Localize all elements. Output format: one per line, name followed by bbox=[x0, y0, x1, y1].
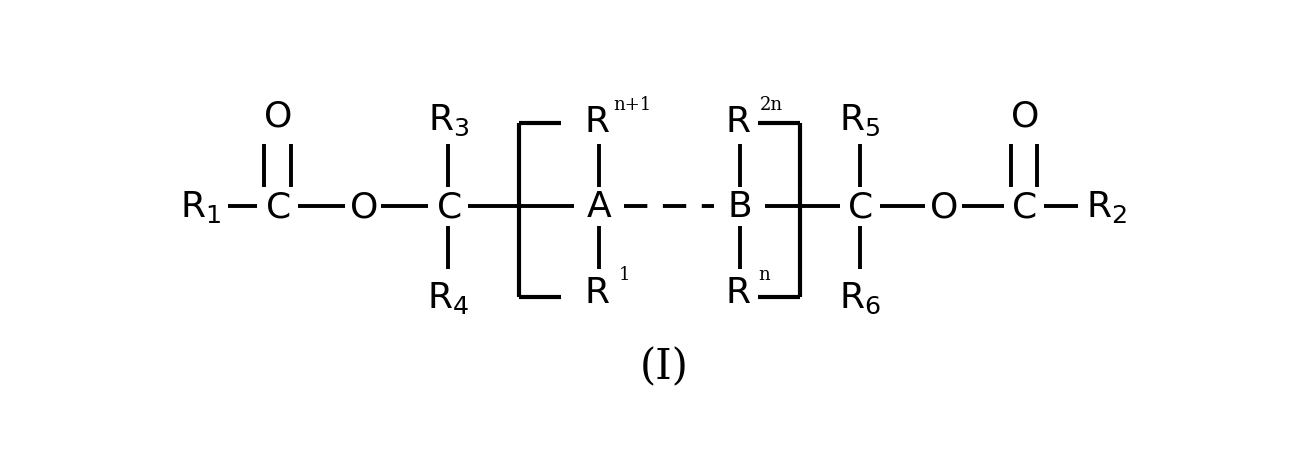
Text: 2n: 2n bbox=[761, 96, 783, 114]
Text: $\mathsf{O}$: $\mathsf{O}$ bbox=[1010, 100, 1038, 133]
Text: n: n bbox=[758, 266, 771, 284]
Text: $\mathsf{C}$: $\mathsf{C}$ bbox=[848, 190, 872, 224]
Text: $\mathsf{R_4}$: $\mathsf{R_4}$ bbox=[428, 279, 469, 315]
Text: $\mathsf{R_3}$: $\mathsf{R_3}$ bbox=[428, 102, 469, 138]
Text: $\mathsf{R_6}$: $\mathsf{R_6}$ bbox=[839, 280, 881, 315]
Text: $\mathsf{O}$: $\mathsf{O}$ bbox=[349, 190, 377, 224]
Text: $\mathsf{A}$: $\mathsf{A}$ bbox=[586, 190, 612, 224]
Text: $\mathsf{R}$: $\mathsf{R}$ bbox=[724, 275, 750, 309]
Text: $\mathsf{R_2}$: $\mathsf{R_2}$ bbox=[1086, 189, 1126, 225]
Text: $\mathsf{B}$: $\mathsf{B}$ bbox=[727, 190, 752, 224]
Text: n+1: n+1 bbox=[613, 96, 651, 114]
Text: $\mathsf{R}$: $\mathsf{R}$ bbox=[584, 105, 610, 139]
Text: $\mathsf{C}$: $\mathsf{C}$ bbox=[435, 190, 461, 224]
Text: $\mathsf{C}$: $\mathsf{C}$ bbox=[1011, 190, 1037, 224]
Text: 1: 1 bbox=[618, 266, 630, 284]
Text: (I): (I) bbox=[640, 346, 688, 387]
Text: $\mathsf{R}$: $\mathsf{R}$ bbox=[584, 275, 610, 309]
Text: $\mathsf{O}$: $\mathsf{O}$ bbox=[929, 190, 958, 224]
Text: $\mathsf{C}$: $\mathsf{C}$ bbox=[264, 190, 290, 224]
Text: $\mathsf{R_1}$: $\mathsf{R_1}$ bbox=[180, 189, 220, 225]
Text: $\mathsf{O}$: $\mathsf{O}$ bbox=[263, 100, 292, 133]
Text: $\mathsf{R}$: $\mathsf{R}$ bbox=[724, 105, 750, 139]
Text: $\mathsf{R_5}$: $\mathsf{R_5}$ bbox=[840, 102, 881, 138]
